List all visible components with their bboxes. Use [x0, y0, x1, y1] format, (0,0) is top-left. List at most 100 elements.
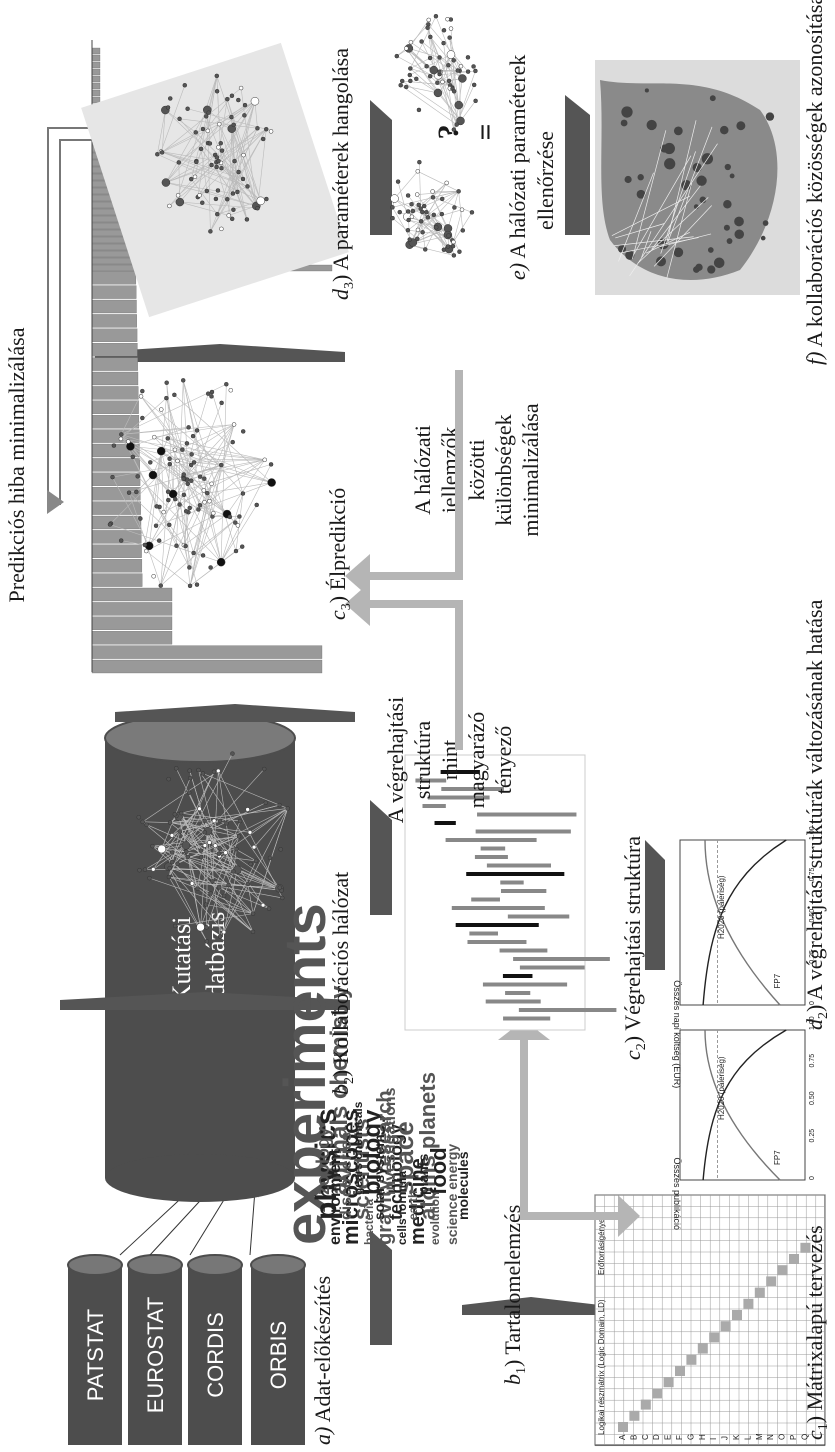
network-node: [207, 498, 212, 504]
map-node: [699, 196, 707, 204]
network-node: [181, 492, 187, 498]
annotation-line: A hálózati: [410, 425, 435, 515]
network-node: [277, 885, 283, 890]
network-node: [430, 195, 436, 200]
map-node: [673, 126, 683, 136]
network-node: [456, 189, 461, 194]
network-node: [444, 180, 449, 186]
design-matrix: A B C D E F G H I J K L M N O P Q Logikai részmátrix (Log…: [594, 1194, 826, 1447]
network-node: [285, 806, 290, 811]
network-node: [230, 439, 235, 445]
network-node: [187, 768, 192, 773]
network-node: [161, 509, 166, 515]
network-diff-annotation: A hálózati jellemzők közötti különbségek min…: [410, 403, 543, 536]
network-edge: [161, 836, 240, 850]
network-node: [428, 34, 433, 40]
network-node: [191, 550, 196, 556]
matrix-row-label: F: [675, 1435, 684, 1440]
plot-publications: Összes publikáció FP7 H2020 (páleriség) 0 0.…: [672, 1016, 816, 1230]
network-node: [164, 380, 169, 385]
network-node: [190, 433, 196, 439]
network-edge: [197, 831, 209, 889]
step-d2-label: d2) A végrehajtási struktúrák változásán…: [802, 599, 831, 1030]
network-edge: [142, 770, 219, 823]
network-node: [210, 879, 215, 884]
network-node: [202, 818, 207, 824]
network-node: [179, 810, 184, 816]
network-edge: [218, 160, 257, 207]
network-node: [236, 97, 241, 103]
network-edge: [183, 459, 265, 475]
network-edge: [226, 459, 265, 515]
network-edge: [169, 830, 208, 869]
network-node: [451, 253, 457, 258]
network-node: [187, 505, 192, 511]
network-node: [183, 543, 188, 549]
map-link: [632, 130, 667, 260]
network-edge: [121, 434, 177, 546]
map-link: [667, 126, 713, 242]
network-node: [167, 456, 172, 462]
network-edge: [207, 802, 266, 832]
network-node: [185, 854, 191, 860]
network-edge: [183, 393, 209, 478]
map-node: [620, 119, 628, 127]
network-edge: [172, 493, 213, 517]
network-edge: [155, 482, 272, 527]
network-node: [431, 212, 437, 218]
network-edge: [435, 16, 452, 55]
network-node: [183, 509, 189, 514]
wordcloud-word: investigations: [382, 1087, 399, 1195]
network-edge: [450, 70, 459, 86]
network-edge: [231, 128, 262, 201]
network-node: [175, 458, 180, 464]
wordcloud-word: experiments: [273, 903, 338, 1245]
network-edge: [228, 128, 233, 216]
gantt-bar: [500, 880, 524, 885]
network-node: [138, 394, 144, 399]
gantt-bar: [434, 821, 456, 825]
network-node: [134, 489, 139, 495]
network-edge: [140, 396, 222, 466]
network-node: [156, 538, 162, 543]
map-node: [709, 95, 716, 102]
network-edge: [184, 424, 235, 479]
network-node: [174, 543, 179, 549]
cylinder-top: [187, 1254, 243, 1276]
network-node: [414, 192, 420, 197]
gantt-bar: [475, 829, 571, 834]
network-edge: [392, 191, 459, 208]
gantt-chart: [404, 754, 617, 1031]
network-edge: [223, 869, 238, 933]
network-edge: [185, 511, 190, 568]
network-node: [169, 850, 175, 855]
network-edge: [247, 883, 254, 914]
wordcloud-word: cells formula: [395, 1171, 409, 1245]
gantt-bar: [440, 770, 480, 774]
gantt-bar: [505, 991, 531, 995]
network-node: [180, 447, 185, 452]
network-node: [216, 557, 226, 567]
network-node: [427, 73, 433, 79]
network-node: [256, 196, 265, 206]
network-node: [202, 499, 207, 505]
network-edge: [170, 820, 205, 823]
plot-label-1: FP7: [773, 973, 782, 988]
network-node: [140, 819, 145, 825]
network-edge: [237, 869, 282, 891]
network-node: [147, 875, 152, 881]
network-edge: [220, 128, 258, 164]
annotation-line: minimalizálása: [518, 403, 543, 536]
network-edge: [220, 504, 257, 563]
histogram-bar: [91, 501, 141, 515]
network-edge: [121, 434, 208, 494]
network-edge: [456, 70, 476, 125]
network-node: [219, 226, 224, 232]
matrix-diag-cell: [663, 1377, 674, 1388]
histogram-bar: [91, 645, 323, 659]
network-node: [394, 53, 400, 59]
network-edge: [165, 161, 217, 183]
network-node: [107, 522, 113, 527]
map-node: [637, 174, 644, 181]
network-node: [157, 844, 166, 854]
